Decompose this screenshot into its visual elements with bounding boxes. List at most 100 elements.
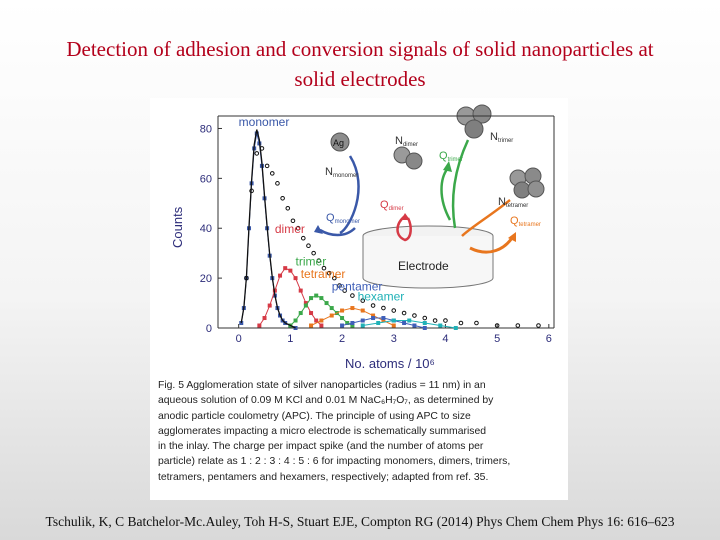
pentamer-point: [371, 316, 376, 321]
hexamer-point: [391, 318, 396, 323]
total-point: [264, 163, 270, 169]
series-labels-layer: monomer dimer trimertetramerpentamerhexame…: [239, 115, 405, 304]
figure-caption: Fig. 5 Agglomeration state of silver nan…: [158, 378, 560, 485]
monomer-series-label: monomer: [239, 115, 290, 129]
ag-label: Ag: [333, 138, 344, 148]
y-tick-label: 40: [200, 223, 212, 235]
q-dimer-sub: dimer: [389, 206, 404, 212]
dimer-point: [293, 276, 298, 281]
total-point: [254, 151, 260, 156]
dimer-arrowhead: [401, 213, 410, 220]
total-point: [306, 243, 311, 248]
dimer-point: [283, 266, 288, 271]
tetramer-arrow-out: [469, 237, 514, 254]
total-point: [474, 320, 479, 326]
total-point: [391, 308, 397, 313]
trimer-arrow-in: [451, 139, 470, 229]
total-point: [295, 225, 301, 231]
dimer-arrow: [396, 215, 412, 242]
n-monomer-label: Nmonomer: [325, 166, 358, 179]
total-point: [300, 235, 306, 241]
pentamer-point: [422, 326, 427, 330]
tetramer-point: [329, 313, 334, 318]
trimer-point: [293, 318, 298, 323]
total-point: [342, 288, 347, 293]
tetramer-arrowhead: [508, 232, 516, 242]
q-monomer-sub: monomer: [335, 219, 360, 225]
slide-title-line-2: solid electrodes: [294, 67, 426, 91]
tetramer-point: [391, 323, 396, 328]
monomer-arrow-out: [319, 227, 356, 237]
caption-line-3: anodic particle coulometry (APC). The pr…: [158, 410, 471, 422]
trimer-point: [314, 293, 319, 298]
q-trimer-main: Q: [439, 150, 448, 162]
monomer-arrow: [339, 155, 360, 235]
hexamer-series-label: hexamer: [358, 290, 405, 304]
total-point: [350, 293, 355, 298]
q-tetramer-main: Q: [510, 215, 519, 227]
caption-line-1: Agglomeration state of silver nanopartic…: [186, 380, 486, 391]
dimer-point: [257, 323, 262, 328]
dimer-particle: [393, 146, 423, 170]
q-monomer-main: Q: [326, 212, 335, 224]
dimer-point: [288, 268, 293, 273]
trimer-arrowhead: [443, 161, 452, 172]
tetramer-point: [360, 308, 365, 313]
pentamer-point: [350, 321, 355, 326]
total-point: [311, 250, 316, 256]
trimer-point: [324, 301, 329, 306]
y-tick-label: 0: [206, 323, 212, 335]
trimer-point: [350, 323, 355, 328]
total-point: [332, 275, 337, 281]
dimer-point: [319, 323, 324, 328]
x-tick-label: 6: [546, 333, 552, 345]
hexamer-point: [407, 318, 412, 323]
dimer-point: [298, 288, 303, 293]
q-dimer-label: Qdimer: [380, 199, 404, 212]
tetramer-point: [309, 323, 314, 328]
dimer-point: [309, 311, 314, 316]
electrode-body: [362, 236, 494, 289]
total-point: [360, 298, 366, 303]
pentamer-point: [412, 323, 417, 328]
pentamer-point: [402, 321, 407, 326]
pentamer-point: [340, 323, 345, 328]
n-tetramer-label: Ntetramer: [498, 196, 528, 209]
trimer-point: [309, 296, 314, 301]
pentamer-point: [360, 318, 365, 323]
dimer-point: [267, 303, 272, 308]
n-tetramer-main: N: [498, 196, 506, 208]
slide-title-line-1: Detection of adhesion and conversion sig…: [66, 37, 654, 61]
tetramer-point: [350, 306, 355, 311]
electrode-label: Electrode: [398, 259, 449, 273]
y-tick-label: 80: [200, 123, 212, 135]
hexamer-point: [453, 326, 458, 330]
dimer-point: [262, 316, 267, 321]
total-point: [321, 265, 327, 271]
hexamer-point: [422, 321, 427, 326]
monomer-arrowhead: [314, 225, 323, 234]
dimer-point: [314, 318, 319, 323]
trimer-point: [340, 316, 345, 321]
trimer-arrow: [440, 167, 452, 221]
n-dimer-label: Ndimer: [395, 135, 418, 148]
caption-line-7: tetramers, pentamers and hexamers, respe…: [158, 471, 489, 483]
monomer-point: [239, 321, 244, 326]
n-dimer-sub: dimer: [403, 142, 418, 148]
total-point: [432, 318, 438, 323]
q-trimer-sub: trimer: [448, 157, 463, 163]
x-tick-label: 0: [236, 333, 242, 345]
total-point: [280, 196, 285, 201]
q-dimer-main: Q: [380, 199, 389, 211]
x-axis-label: No. atoms / 10⁶: [345, 356, 435, 371]
total-point: [370, 303, 376, 308]
trimer-particle: [456, 104, 492, 139]
total-point: [316, 258, 322, 263]
figure-panel: Electrode Ag: [150, 98, 568, 500]
hexamer-point: [360, 323, 365, 328]
tetramer-point: [319, 318, 324, 323]
total-point: [458, 320, 464, 326]
total-point: [326, 270, 332, 276]
tetramer-point: [340, 308, 345, 313]
